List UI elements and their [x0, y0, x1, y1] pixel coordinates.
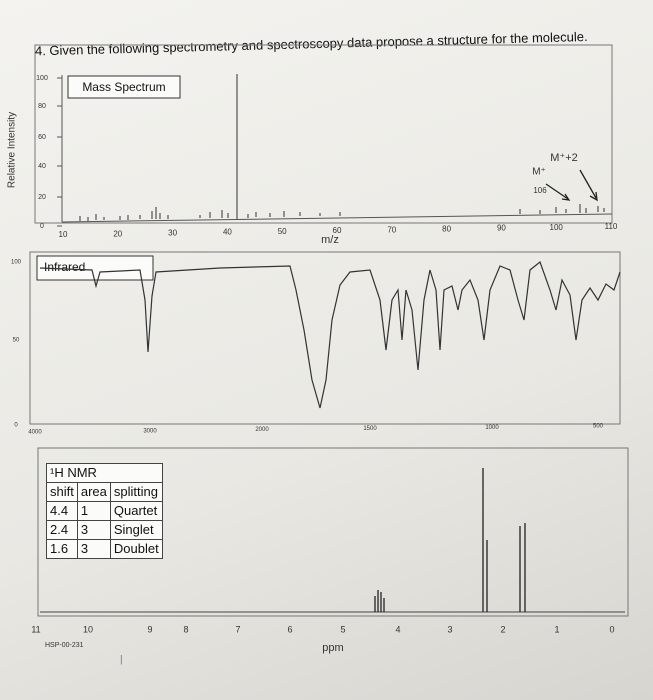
table-row: 2.4 3 Singlet: [46, 520, 163, 540]
ms-annotation: M⁺: [532, 167, 546, 178]
ms-x-tick-label: 40: [223, 228, 232, 237]
ms-x-label: m/z: [321, 234, 339, 246]
nmr-x-tick-label: 1: [554, 624, 559, 634]
nmr-x-label: ppm: [322, 642, 343, 654]
ms-x-tick-label: 60: [333, 226, 342, 235]
ms-title-box: [67, 75, 181, 99]
ms-annotation: M⁺+2: [550, 152, 578, 164]
table-header: shift area splitting: [46, 482, 163, 502]
table-cell: shift: [46, 482, 78, 502]
ms-frame: [34, 44, 613, 224]
ms-y-tick-label: 100: [36, 75, 48, 82]
nmr-x-tick-label: 10: [83, 624, 93, 634]
nmr-x-tick-label: 4: [395, 624, 400, 634]
table-cell: area: [76, 482, 111, 502]
ms-y-label: Relative Intensity: [7, 112, 18, 188]
table-cell: Singlet: [109, 520, 163, 540]
table-cell: Doublet: [109, 539, 163, 559]
ms-x-tick-label: 70: [387, 225, 396, 234]
ms-peaks: [79, 74, 605, 221]
ir-x-tick-label: 3000: [143, 428, 157, 434]
nmr-x-tick-label: 3: [447, 624, 452, 634]
ms-x-tick-label: 80: [442, 225, 451, 234]
nmr-x-tick-label: 9: [147, 624, 152, 634]
ir-x-tick-label: 2000: [255, 427, 269, 433]
ms-title: Mass Spectrum: [82, 80, 165, 94]
ms-x-tick-label: 20: [113, 229, 122, 238]
ms-annotation: 106: [533, 186, 547, 195]
table-cell: splitting: [109, 482, 163, 502]
table-cell: 3: [76, 539, 111, 559]
nmr-x-tick-label: 11: [31, 624, 40, 634]
ir-spectrum: [39, 261, 621, 409]
table-cell: 1.6: [46, 539, 78, 559]
arrow: [545, 169, 598, 202]
nmr-x-tick-label: 0: [609, 624, 614, 634]
nmr-frame: [37, 447, 629, 617]
ms-baseline: [61, 213, 613, 223]
table-cell: 1: [76, 501, 111, 521]
ir-frame: [29, 251, 621, 425]
nmr-table: ¹H NMR shift area splitting 4.4 1 Quartet 2.4…: [46, 463, 163, 559]
ms-y-tick-label: 20: [38, 194, 46, 201]
nmr-x-tick-label: 2: [500, 624, 505, 634]
ir-title: Infrared: [44, 260, 85, 274]
ms-y-tick-label: 60: [38, 134, 46, 141]
nmr-x-tick-label: 8: [183, 624, 188, 634]
table-row: 1.6 3 Doublet: [46, 539, 163, 559]
nmr-code: HSP-00-231: [45, 642, 84, 649]
nmr-x-tick-label: 5: [340, 624, 345, 634]
ir-x-tick-label: 4000: [28, 430, 42, 436]
table-cell: 4.4: [46, 501, 78, 521]
ir-y-tick-label: 100: [11, 260, 22, 266]
ms-y-tick-label: 0: [40, 223, 44, 230]
table-cell: Quartet: [109, 501, 163, 521]
svg-text:|: |: [120, 655, 123, 666]
ms-x-tick-label: 100: [550, 223, 564, 232]
nmr-peaks: [374, 468, 526, 612]
ir-x-tick-label: 1500: [363, 426, 377, 432]
ms-x-tick-label: 10: [59, 230, 68, 239]
ms-x-tick-label: 50: [278, 227, 287, 236]
ms-x-tick-label: 90: [497, 224, 506, 233]
ir-x-tick-label: 1000: [485, 425, 499, 431]
question: 4. Given the following spectrometry and …: [35, 29, 588, 58]
nmr-x-tick-label: 7: [235, 624, 240, 634]
ms-y-tick-label: 80: [38, 103, 46, 110]
nmr-title: ¹H NMR: [46, 463, 163, 483]
ms-x-tick-label: 30: [168, 229, 177, 238]
table-cell: 2.4: [46, 520, 78, 540]
ir-y-tick-label: 50: [13, 338, 20, 344]
ms-x-tick-label: 110: [605, 222, 618, 231]
ms-y-tick-label: 40: [38, 163, 46, 170]
nmr-x-tick-label: 6: [287, 624, 292, 634]
ir-x-tick-label: 500: [593, 424, 604, 430]
ir-y-tick-label: 0: [14, 423, 18, 429]
table-cell: 3: [76, 520, 111, 540]
table-row: 4.4 1 Quartet: [46, 501, 163, 521]
